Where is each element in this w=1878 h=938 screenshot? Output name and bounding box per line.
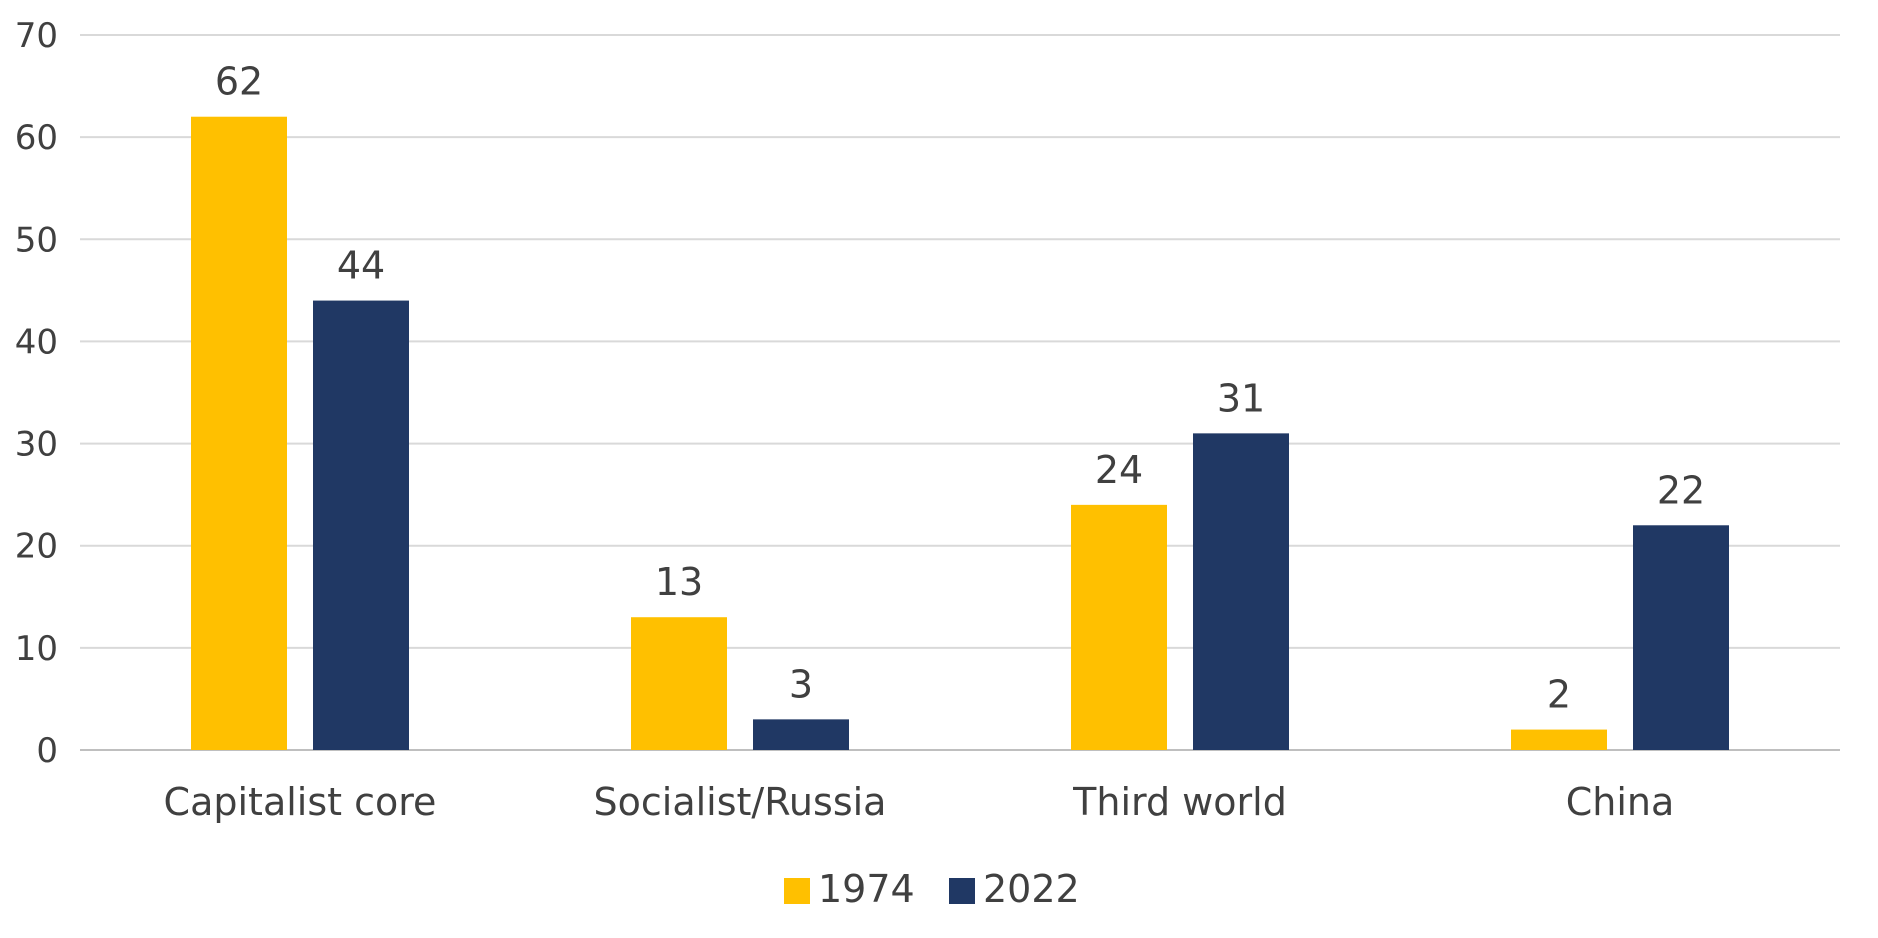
data-label: 22 bbox=[1657, 468, 1705, 512]
y-tick-label: 50 bbox=[15, 220, 58, 260]
y-axis-tick-labels: 0 10 20 30 40 50 60 70 bbox=[15, 16, 58, 771]
data-label: 3 bbox=[789, 662, 813, 706]
legend-label: 1974 bbox=[818, 867, 915, 911]
legend-swatch-1974 bbox=[784, 878, 810, 904]
bar-2022-third-world bbox=[1193, 433, 1289, 750]
category-label: Third world bbox=[1072, 780, 1287, 824]
data-label: 24 bbox=[1095, 448, 1143, 492]
bar-1974-capitalist-core bbox=[191, 116, 287, 750]
bar-1974-third-world bbox=[1071, 504, 1167, 750]
data-label: 62 bbox=[215, 60, 263, 104]
data-label: 44 bbox=[337, 244, 385, 288]
data-label: 31 bbox=[1217, 376, 1265, 420]
y-tick-label: 20 bbox=[15, 527, 58, 567]
legend-swatch-2022 bbox=[949, 878, 975, 904]
legend-label: 2022 bbox=[983, 867, 1080, 911]
y-tick-label: 10 bbox=[15, 629, 58, 669]
y-tick-label: 40 bbox=[15, 322, 58, 362]
y-tick-label: 60 bbox=[15, 118, 58, 158]
data-label: 2 bbox=[1547, 673, 1571, 717]
bars bbox=[191, 116, 1729, 750]
data-label: 13 bbox=[655, 560, 703, 604]
y-tick-label: 30 bbox=[15, 425, 58, 465]
category-label: Capitalist core bbox=[164, 780, 437, 824]
bar-2022-china bbox=[1633, 525, 1729, 750]
category-label: China bbox=[1566, 780, 1675, 824]
y-tick-label: 0 bbox=[36, 731, 58, 771]
x-axis-category-labels: Capitalist core Socialist/Russia Third wor… bbox=[164, 780, 1675, 824]
bar-1974-socialist-russia bbox=[631, 617, 727, 750]
legend: 1974 2022 bbox=[784, 867, 1080, 911]
bar-1974-china bbox=[1511, 729, 1607, 750]
category-label: Socialist/Russia bbox=[594, 780, 887, 824]
bar-2022-capitalist-core bbox=[313, 300, 409, 750]
bar-2022-socialist-russia bbox=[753, 719, 849, 750]
y-tick-label: 70 bbox=[15, 16, 58, 56]
